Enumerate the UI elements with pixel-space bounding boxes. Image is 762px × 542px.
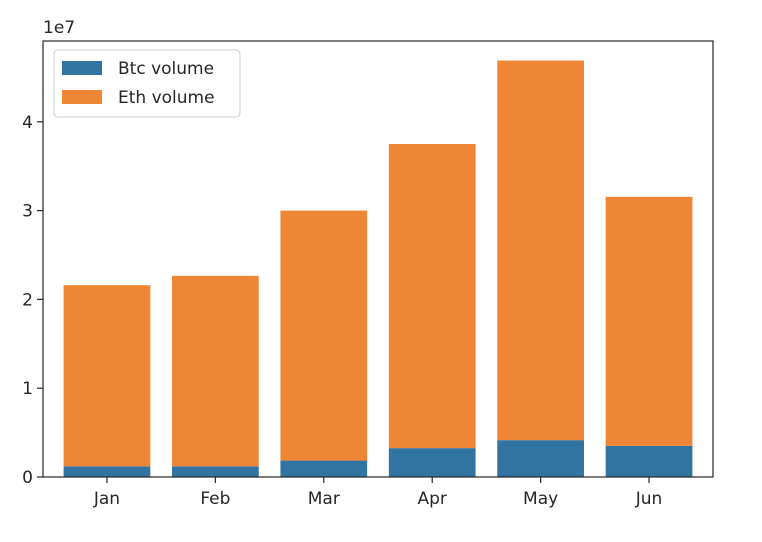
bar-eth-volume-apr (388, 144, 476, 449)
legend-swatch-btc-volume (62, 61, 102, 75)
bar-btc-volume-jun (605, 445, 693, 477)
y-tick-label: 1 (22, 379, 33, 399)
legend: Btc volume Eth volume (53, 49, 241, 118)
bar-btc-volume-apr (388, 448, 476, 477)
x-tick-label-apr: Apr (417, 489, 446, 509)
bar-btc-volume-jan (63, 466, 151, 477)
bar-btc-volume-may (497, 440, 584, 477)
y-tick-label: 0 (22, 468, 33, 488)
bar-eth-volume-jun (605, 196, 693, 446)
bar-btc-volume-mar (280, 460, 368, 477)
x-tick-label-jun: Jun (635, 489, 663, 509)
legend-swatch-eth-volume (62, 90, 102, 104)
y-axis-offset-label: 1e7 (43, 18, 75, 38)
y-tick-label: 2 (22, 290, 33, 310)
x-tick-label-may: May (523, 489, 558, 509)
x-tick-label-mar: Mar (308, 489, 340, 509)
bars-group (63, 60, 693, 477)
bar-eth-volume-may (497, 60, 584, 441)
x-tick-label-jan: Jan (93, 489, 120, 509)
y-tick-label: 4 (22, 113, 33, 133)
bar-eth-volume-jan (63, 285, 151, 467)
bar-eth-volume-feb (172, 275, 259, 467)
bar-eth-volume-mar (280, 210, 368, 461)
x-axis: Jan Feb Mar Apr May Jun (93, 477, 662, 509)
x-tick-label-feb: Feb (200, 489, 230, 509)
axes-frame (42, 40, 714, 478)
legend-label-btc-volume: Btc volume (118, 59, 214, 79)
y-axis: 0 1 2 3 4 (22, 113, 43, 488)
legend-label-eth-volume: Eth volume (118, 88, 215, 108)
bar-btc-volume-feb (172, 466, 259, 477)
y-tick-label: 3 (22, 202, 33, 222)
